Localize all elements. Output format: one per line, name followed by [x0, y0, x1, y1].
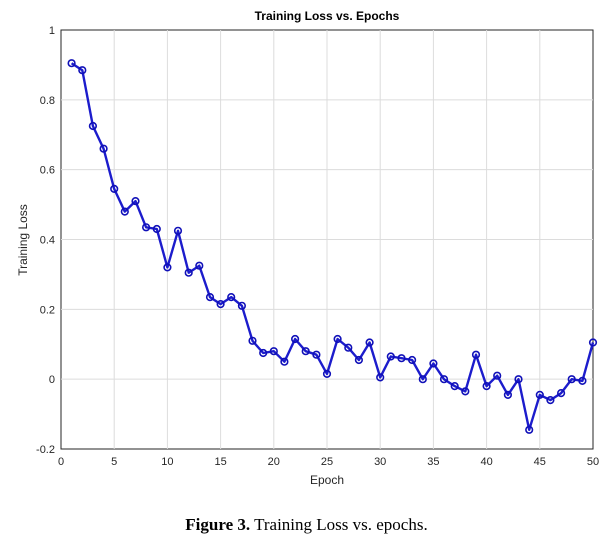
x-tick-label: 35 — [427, 456, 439, 468]
data-point — [142, 223, 151, 232]
x-tick-label: 50 — [587, 456, 599, 468]
data-point — [312, 350, 321, 359]
data-point — [376, 373, 385, 382]
data-point — [450, 382, 459, 391]
data-point — [535, 390, 544, 400]
caption-text: Training Loss vs. epochs. — [250, 515, 428, 534]
data-point — [280, 357, 289, 366]
data-point — [237, 301, 246, 310]
x-tick-label: 0 — [58, 456, 64, 468]
data-point — [556, 389, 566, 398]
data-point — [301, 347, 310, 356]
data-point — [227, 293, 236, 302]
data-point — [163, 263, 172, 272]
data-point — [205, 293, 215, 302]
y-tick-label: 0.2 — [40, 304, 55, 316]
data-point — [67, 59, 76, 68]
y-tick-label: 0.8 — [40, 95, 55, 107]
chart-title: Training Loss vs. Epochs — [255, 9, 400, 23]
data-point — [567, 375, 576, 384]
series-training-loss — [67, 59, 598, 434]
data-point — [333, 334, 342, 344]
x-tick-label: 25 — [321, 456, 333, 468]
data-point — [461, 387, 470, 396]
data-point — [514, 375, 523, 384]
data-point — [248, 336, 257, 345]
data-point — [195, 261, 204, 270]
x-tick-label: 45 — [534, 456, 546, 468]
data-point — [173, 226, 183, 235]
data-point — [482, 382, 491, 391]
data-point — [131, 197, 140, 206]
data-point — [88, 121, 97, 131]
data-point — [429, 359, 438, 368]
x-tick-labels: 0 5 10 15 20 25 30 35 40 45 50 — [58, 456, 599, 468]
x-tick-label: 20 — [268, 456, 280, 468]
data-point — [99, 144, 108, 153]
data-point — [344, 343, 353, 352]
data-point — [588, 338, 598, 347]
x-tick-label: 40 — [480, 456, 492, 468]
data-point — [578, 376, 587, 386]
y-tick-label: 0.4 — [40, 235, 55, 247]
x-tick-label: 5 — [111, 456, 117, 468]
x-tick-label: 10 — [161, 456, 173, 468]
data-point — [110, 184, 119, 193]
figure-caption: Figure 3. Training Loss vs. epochs. — [0, 515, 613, 535]
x-tick-label: 15 — [214, 456, 226, 468]
y-axis-label: Training Loss — [16, 204, 30, 276]
y-tick-label: 0 — [49, 374, 55, 386]
y-gridlines — [61, 99, 593, 380]
data-point — [152, 224, 161, 234]
y-tick-label: 1 — [49, 25, 55, 37]
data-point — [546, 396, 555, 405]
y-tick-label: 0.6 — [40, 165, 55, 177]
data-point — [397, 354, 406, 363]
data-point — [216, 300, 225, 309]
data-point — [322, 369, 332, 379]
data-point — [354, 355, 364, 365]
data-point — [503, 390, 513, 400]
y-tick-label: -0.2 — [36, 444, 55, 456]
data-point — [439, 375, 449, 384]
caption-label: Figure 3. — [185, 515, 251, 534]
data-point — [259, 348, 268, 358]
data-point — [408, 355, 417, 365]
data-point — [78, 66, 87, 75]
x-axis-label: Epoch — [310, 473, 344, 487]
data-point — [493, 371, 502, 380]
x-tick-label: 30 — [374, 456, 386, 468]
data-point — [184, 268, 193, 277]
data-point — [120, 207, 129, 216]
data-point — [525, 425, 534, 434]
data-point — [418, 375, 427, 384]
data-point — [471, 350, 481, 359]
data-point — [291, 334, 300, 344]
line-chart: Training Loss vs. Epochs 0 5 10 15 20 25 30 35 4… — [16, 9, 599, 487]
data-point — [269, 347, 278, 356]
data-point — [365, 338, 374, 347]
y-tick-labels: -0.2 0 0.2 0.4 0.6 0.8 1 — [36, 25, 55, 456]
data-point — [386, 352, 395, 361]
